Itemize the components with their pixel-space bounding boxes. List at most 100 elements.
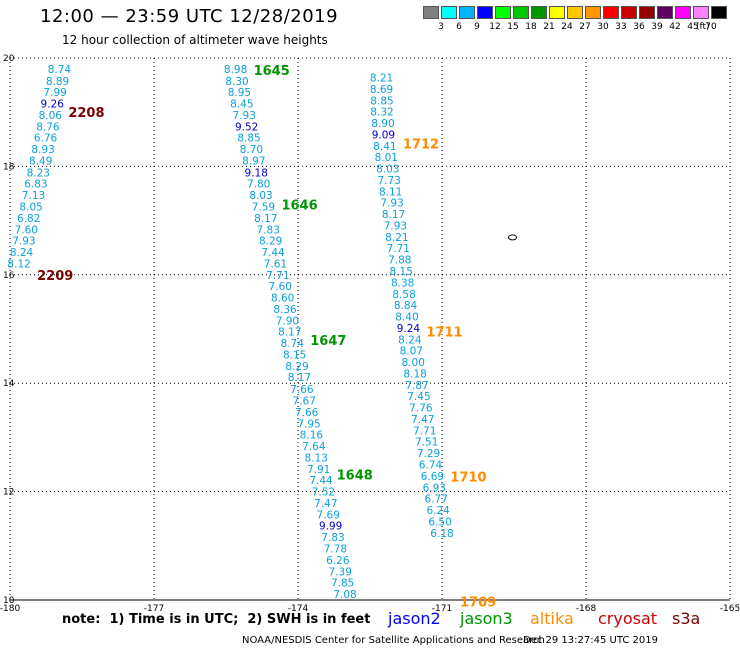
wave-height-value: 7.93: [233, 110, 256, 122]
longitude-label: -180: [0, 604, 20, 614]
wave-height-value: 7.71: [413, 425, 436, 437]
wave-height-value: 6.69: [421, 471, 444, 483]
map-grid: [9, 57, 731, 601]
latitude-label: 20: [3, 54, 15, 64]
wave-height-value: 8.11: [379, 186, 402, 198]
track-right: 8.218.698.858.328.909.098.418.018.037.73…: [370, 73, 496, 611]
wave-height-value: 8.38: [391, 277, 414, 289]
legend-label: 33: [615, 22, 627, 32]
wave-height-value: 7.51: [415, 437, 438, 449]
wave-height-value: 8.29: [259, 236, 282, 248]
legend-swatch: [639, 6, 655, 19]
longitude-label: -165: [720, 604, 740, 614]
wave-height-value: 6.26: [326, 555, 350, 567]
wave-height-value: 8.18: [403, 368, 426, 380]
altimeter-tracks: 8.748.897.999.268.068.766.768.938.498.23…: [7, 64, 496, 611]
pass-time-label: 1646: [281, 198, 317, 213]
longitude-label: -171: [432, 604, 452, 614]
wave-height-value: 8.17: [288, 372, 311, 384]
wave-height-value: 7.76: [409, 403, 433, 415]
wave-height-value: 6.50: [428, 516, 451, 528]
legend-label: 39: [651, 22, 663, 32]
wave-height-value: 7.29: [417, 448, 440, 460]
latitude-label: 12: [3, 488, 14, 498]
wave-height-value: 8.01: [375, 152, 398, 164]
wave-height-value: 6.82: [17, 213, 40, 225]
wave-height-value: 8.45: [230, 99, 253, 111]
pass-time-label: 1645: [254, 64, 290, 79]
wave-height-value: 8.21: [385, 232, 408, 244]
wave-height-value: 6.74: [419, 460, 443, 472]
island-outline: [508, 234, 518, 241]
credit-line: NOAA/NESDIS Center for Satellite Applica…: [242, 635, 545, 646]
wave-height-value: 8.76: [36, 121, 60, 133]
legend-label: 18: [525, 22, 537, 32]
wave-height-value: 7.71: [387, 243, 410, 255]
wave-height-value: 8.90: [371, 118, 394, 130]
wave-height-value: 8.23: [27, 167, 50, 179]
pass-time-label: 2209: [37, 269, 73, 284]
wave-height-value: 8.69: [370, 84, 393, 96]
wave-height-value: 8.12: [7, 258, 30, 270]
wave-height-value: 8.97: [242, 155, 265, 167]
legend-label: 36: [633, 22, 645, 32]
wave-height-value: 8.58: [392, 289, 415, 301]
wave-height-value: 9.24: [397, 323, 421, 335]
wave-height-value: 7.95: [297, 418, 320, 430]
wave-height-value: 8.15: [390, 266, 413, 278]
wave-height-value: 8.74: [281, 338, 305, 350]
track-middle: 8.988.308.958.457.939.528.858.708.979.18…: [224, 64, 373, 601]
wave-height-value: 6.24: [426, 505, 450, 517]
wave-height-value: 7.61: [264, 258, 287, 270]
wave-height-value: 8.07: [400, 346, 423, 358]
footnote: note: 1) Time is in UTC; 2) SWH is in fe…: [62, 612, 371, 627]
legend-swatch: [495, 6, 511, 19]
legend-label: 12: [489, 22, 501, 32]
wave-height-value: 8.03: [376, 164, 399, 176]
legend-swatch: [603, 6, 619, 19]
legend-swatch: [531, 6, 547, 19]
pass-time-label: 2208: [68, 106, 104, 121]
pass-time-label: 1647: [310, 334, 346, 349]
wave-height-value: 7.59: [252, 202, 275, 214]
latitude-label: 14: [3, 379, 15, 389]
legend-label: 30: [597, 22, 609, 32]
wave-height-value: 8.03: [249, 190, 272, 202]
wave-height-value: 8.00: [402, 357, 425, 369]
wave-height-value: 7.80: [247, 179, 270, 191]
wave-height-value: 8.29: [285, 361, 308, 373]
wave-height-value: 8.60: [271, 293, 294, 305]
latitude-label: 18: [3, 162, 15, 172]
wave-height-value: 6.77: [425, 494, 448, 506]
wave-height-value: 9.09: [372, 129, 395, 141]
wave-height-value: 8.40: [395, 312, 418, 324]
wave-height-value: 8.95: [228, 87, 251, 99]
legend-label: 42: [669, 22, 681, 32]
legend-unit: (ft): [696, 22, 710, 32]
legend-swatch: [549, 6, 565, 19]
legend-swatch: [441, 6, 457, 19]
page-title: 12:00 — 23:59 UTC 12/28/2019: [40, 6, 339, 27]
latitude-label: 16: [3, 271, 15, 281]
wave-height-value: 8.15: [283, 349, 306, 361]
island-icon: [508, 234, 518, 241]
legend-jason3: jason3: [460, 609, 513, 628]
wave-height-value: 6.93: [423, 482, 446, 494]
latitude-label: 10: [3, 596, 15, 606]
wave-height-value: 7.45: [407, 391, 430, 403]
wave-height-value: 8.13: [305, 452, 328, 464]
wave-height-value: 8.98: [224, 64, 247, 76]
wave-height-value: 7.93: [12, 236, 35, 248]
wave-height-value: 8.89: [46, 76, 69, 88]
wave-height-value: 7.90: [276, 315, 299, 327]
wave-height-value: 7.52: [312, 487, 335, 499]
legend-cryosat: cryosat: [598, 609, 658, 628]
longitude-label: -168: [576, 604, 597, 614]
wave-height-value: 7.44: [261, 247, 285, 259]
wave-height-value: 7.39: [329, 566, 352, 578]
generated-timestamp: Dec 29 13:27:45 UTC 2019: [523, 635, 658, 646]
wave-height-value: 8.21: [370, 73, 393, 85]
wave-height-value: 7.47: [411, 414, 434, 426]
legend-label: 45: [687, 22, 699, 32]
legend-label: 6: [456, 22, 462, 32]
